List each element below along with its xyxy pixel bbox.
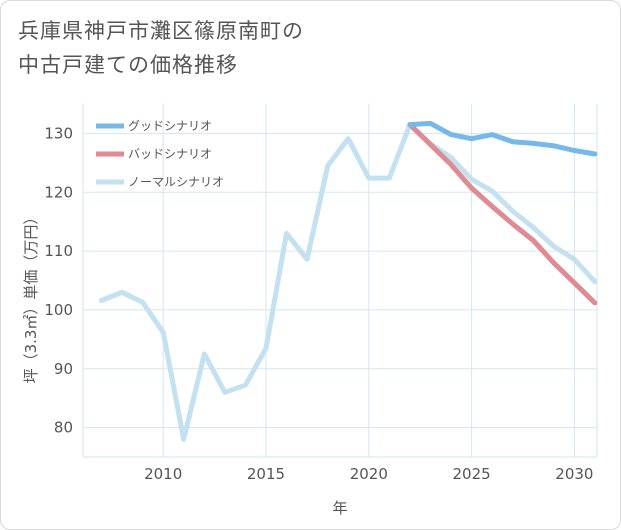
y-tick-label: 120 — [44, 183, 73, 201]
chart-title-line-1: 兵庫県神戸市灘区篠原南町の — [18, 19, 304, 43]
legend-label: グッドシナリオ — [128, 119, 212, 133]
axes: 80 90 100 110 120 130 2010 2015 2020 2025 2030 — [44, 104, 598, 483]
legend-label: ノーマルシナリオ — [128, 175, 224, 189]
y-tick-label: 130 — [44, 124, 73, 142]
series-line-0 — [407, 120, 598, 157]
x-tick-label: 2015 — [247, 465, 285, 483]
x-tick-label: 2030 — [555, 465, 593, 483]
y-tick-label: 80 — [54, 419, 73, 437]
series-lines — [99, 120, 598, 442]
chart-title: 兵庫県神戸市灘区篠原南町の 中古戸建ての価格推移 — [18, 14, 438, 82]
y-axis-title: 坪（3.3㎡）単価（万円） — [22, 210, 40, 384]
x-axis-title: 年 — [332, 499, 347, 517]
x-tick-label: 2010 — [144, 465, 182, 483]
x-tick-label: 2020 — [350, 465, 388, 483]
legend-label: バッドシナリオ — [128, 147, 212, 161]
chart-title-line-2: 中古戸建ての価格推移 — [18, 53, 238, 77]
series-line-2 — [99, 122, 598, 442]
y-tick-label: 90 — [54, 360, 73, 378]
y-tick-label: 100 — [44, 301, 73, 319]
y-tick-label: 110 — [44, 242, 73, 260]
grid — [83, 104, 597, 457]
series-line-1 — [407, 122, 598, 306]
x-tick-label: 2025 — [452, 465, 490, 483]
